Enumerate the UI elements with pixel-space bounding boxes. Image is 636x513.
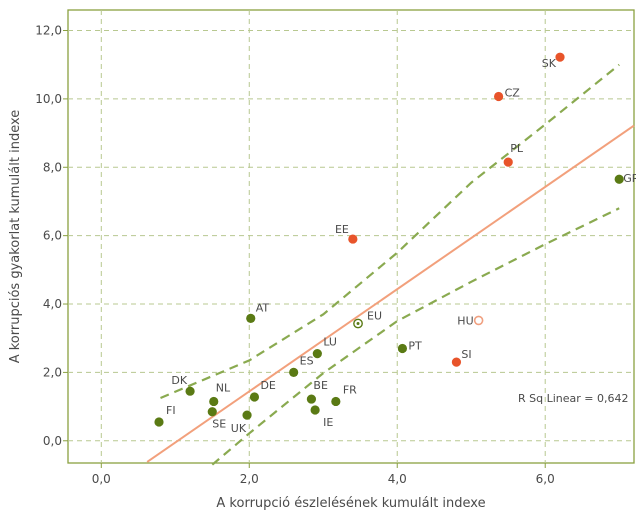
y-tick-label: 2,0 [43,365,62,379]
point-fi [154,417,164,427]
point-de [249,392,260,402]
x-tick-label: 2,0 [240,472,259,486]
tick-labels: 0,0 2,0 4,0 6,0 0,0 2,0 4,0 6,0 8,0 10,0 12,0 [35,24,554,486]
point-at [246,313,256,323]
y-tick-label: 8,0 [43,160,62,174]
point-gr [614,174,624,184]
point-pl [503,157,513,167]
point-label-ie: IE [323,416,333,429]
point-be [306,394,317,404]
x-axis-title: A korrupció észlelésének kumulált indexe [216,496,485,511]
y-axis-title: A korrupciós gyakorlat kumulált indexe [8,110,23,364]
point-label-fi: FI [166,404,176,417]
point-pt [397,343,408,354]
point-label-pl: PL [510,142,524,155]
point-label-nl: NL [216,381,231,394]
point-cz [494,91,504,102]
point-label-uk: UK [231,422,247,435]
point-dk [185,386,195,396]
y-tick-label: 10,0 [35,92,62,106]
point-label-at: AT [256,301,270,314]
point-label-si: SI [461,348,471,361]
point-es [289,367,299,377]
point-eu-center [356,322,360,326]
point-sk [555,52,565,62]
point-fr [331,396,341,407]
point-nl [209,396,219,407]
point-hu [473,315,484,326]
point-label-cz: CZ [505,86,521,99]
y-tick-label: 4,0 [43,297,62,311]
point-label-hu: HU [457,314,473,327]
confidence-bands [160,63,620,466]
lower-confidence-band [211,207,620,466]
point-label-pt: PT [408,339,422,352]
point-si [451,357,462,367]
point-ee [348,234,358,244]
upper-confidence-band [160,63,620,400]
fit-line [146,124,635,463]
point-label-sk: SK [542,57,557,70]
y-tick-label: 12,0 [35,24,62,38]
r-squared-annotation: R Sq Linear = 0,642 [518,392,629,405]
point-label-es: ES [300,354,314,367]
point-label-dk: DK [171,374,187,387]
point-label-eu: EU [367,310,382,323]
point-label-ee: EE [335,223,349,236]
x-tick-label: 4,0 [388,472,407,486]
x-tick-label: 0,0 [92,472,111,486]
point-lu [312,348,322,359]
point-label-gr: GR [623,172,636,185]
data-points: FI DK NL SE UK DE AT ES LU BE IE FR EU PT GR EE CZ SK PL SI… [154,52,636,435]
x-tick-label: 6,0 [536,472,555,486]
point-uk [242,410,252,420]
point-label-be: BE [313,379,328,392]
regression-line [146,124,635,463]
point-ie [310,405,320,415]
point-label-fr: FR [343,383,357,396]
point-se [207,407,217,417]
point-label-se: SE [212,418,226,431]
plot-area [67,9,635,464]
point-label-de: DE [260,379,275,392]
grid [63,10,634,468]
y-tick-label: 0,0 [43,434,62,448]
point-label-lu: LU [323,336,337,349]
y-tick-label: 6,0 [43,229,62,243]
